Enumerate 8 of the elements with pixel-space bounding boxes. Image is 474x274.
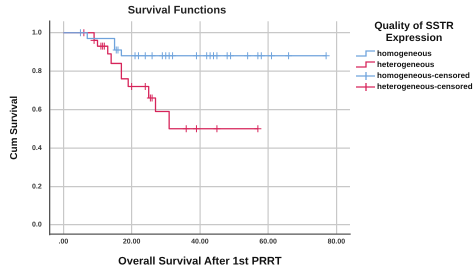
legend-label: homogeneous-censored	[377, 70, 470, 82]
x-axis-title: Overall Survival After 1st PRRT	[118, 255, 282, 268]
chart-title: Survival Functions	[128, 4, 226, 17]
legend-label: homogeneous	[377, 48, 432, 60]
y-axis-title: Cum Survival	[8, 96, 20, 160]
legend-title: Quality of SSTR Expression	[373, 20, 455, 44]
legend-label: heterogeneous-censored	[377, 81, 473, 92]
legend-label: heterogeneous	[377, 59, 434, 70]
